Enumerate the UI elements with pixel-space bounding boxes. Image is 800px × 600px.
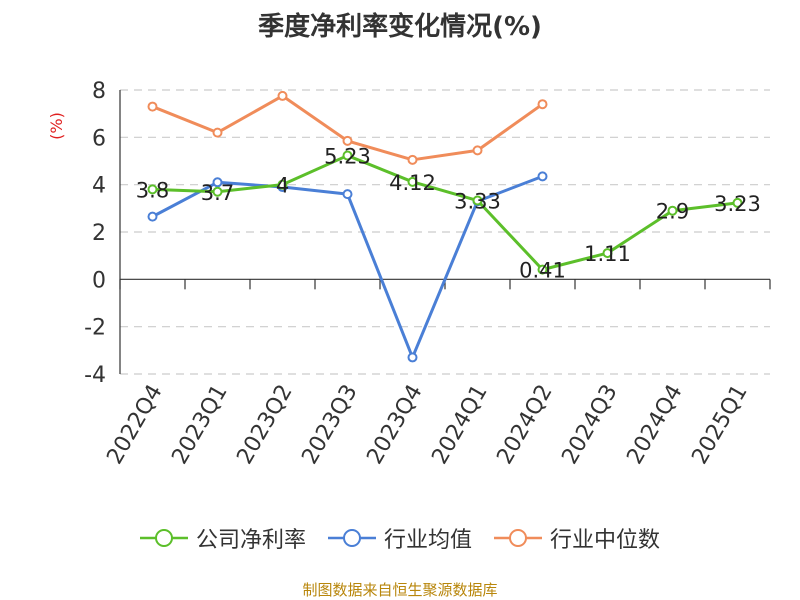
x-tick-label: 2024Q3 [557, 381, 622, 469]
series-group [147, 90, 743, 363]
y-tick-label: -2 [84, 316, 106, 341]
data-point [667, 205, 678, 216]
data-point [602, 248, 613, 259]
data-point [147, 101, 158, 112]
data-point [212, 177, 223, 188]
x-tick-label: 2023Q1 [167, 381, 232, 469]
y-tick-labels: -4 -2 0 2 4 6 8 [84, 79, 106, 388]
data-point [147, 211, 158, 222]
y-tick-label: 6 [92, 126, 106, 151]
data-point [342, 189, 353, 200]
series-line [152, 154, 738, 272]
data-point [407, 352, 418, 363]
data-point [537, 171, 548, 182]
y-tick-label: -4 [84, 363, 106, 388]
data-point [537, 99, 548, 110]
x-tick-label: 2022Q4 [102, 381, 167, 469]
data-label: 4.12 [389, 171, 436, 195]
data-label: 5.23 [324, 145, 371, 169]
data-point [537, 264, 548, 275]
legend: 公司净利率 行业均值 行业中位数 [0, 522, 800, 554]
data-point [732, 197, 743, 208]
data-point [342, 135, 353, 146]
legend-swatch-company [139, 529, 188, 547]
grid-lines [120, 89, 770, 375]
y-tick-label: 0 [92, 268, 106, 293]
legend-label-company: 公司净利率 [195, 528, 306, 553]
legend-swatch-industry-mean [327, 529, 376, 547]
data-label: 2.9 [656, 200, 689, 224]
data-point [472, 145, 483, 156]
data-point [212, 127, 223, 138]
data-label: 3.8 [136, 178, 169, 202]
x-tick-label: 2023Q3 [297, 381, 362, 469]
data-label: 0.41 [519, 259, 566, 283]
data-point [407, 176, 418, 187]
legend-item-industry-mean[interactable]: 行业均值 [327, 522, 472, 554]
data-point [277, 90, 288, 101]
x-tick-label: 2023Q4 [362, 381, 427, 469]
source-footer: 制图数据来自恒生聚源数据库 [302, 581, 498, 599]
line-chart: -4 -2 0 2 4 6 8 2022Q4 2023Q1 2023Q2 2023Q3 2023Q4… [47, 79, 771, 469]
legend-item-company[interactable]: 公司净利率 [139, 522, 306, 554]
x-tick-label: 2024Q4 [622, 381, 687, 469]
legend-label-industry-median: 行业中位数 [550, 528, 661, 553]
x-tick-label: 2024Q2 [492, 381, 557, 469]
data-labels: 3.8 3.7 4 5.23 4.12 3.33 0.41 1.11 2.9 3.23 [136, 145, 761, 283]
legend-swatch-industry-median [494, 529, 542, 547]
data-label: 3.23 [714, 192, 761, 216]
data-point [407, 154, 418, 165]
y-tick-label: 8 [92, 79, 106, 104]
x-tick-label: 2023Q2 [232, 381, 297, 469]
x-tick-label: 2025Q1 [687, 381, 752, 469]
y-tick-label: 4 [92, 174, 106, 199]
data-label: 1.11 [584, 242, 631, 266]
x-tick-labels: 2022Q4 2023Q1 2023Q2 2023Q3 2023Q4 2024Q1 2024… [102, 381, 752, 469]
y-axis-label: (%) [47, 112, 66, 140]
data-label: 3.7 [201, 181, 234, 205]
data-point [342, 150, 353, 161]
data-label: 4 [276, 174, 289, 198]
data-point [147, 184, 158, 195]
legend-item-industry-median[interactable]: 行业中位数 [494, 522, 660, 554]
data-point [212, 186, 223, 197]
legend-label-industry-mean: 行业均值 [383, 528, 472, 553]
chart-title: 季度净利率变化情况(%) [258, 12, 542, 42]
y-tick-label: 2 [92, 221, 106, 246]
data-point [277, 179, 288, 190]
x-tick-label: 2024Q1 [427, 381, 492, 469]
data-point [472, 195, 483, 206]
data-label: 3.33 [454, 190, 501, 214]
